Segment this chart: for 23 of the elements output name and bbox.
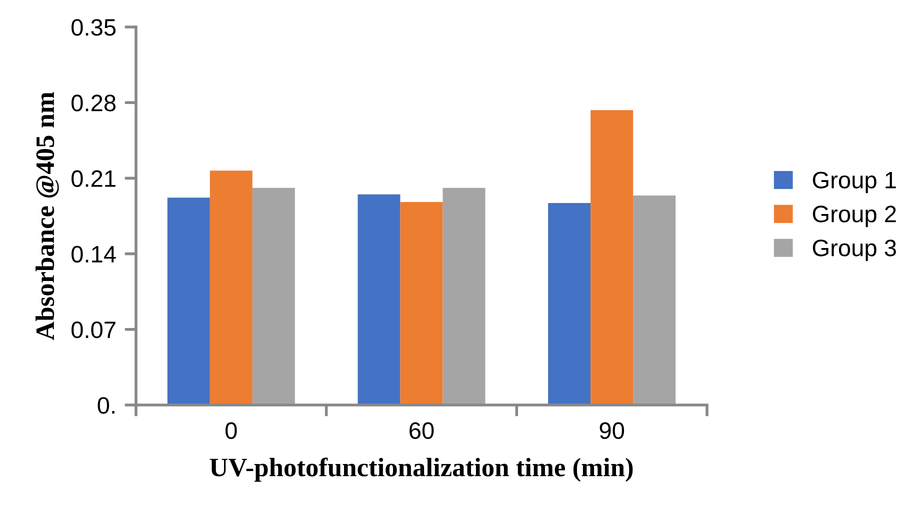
y-tick-label: 0.21 <box>72 170 116 187</box>
x-axis-title: UV-photofunctionalization time (min) <box>210 458 633 482</box>
y-tick-label: 0. <box>98 397 114 414</box>
legend-label: Group 2 <box>812 206 896 228</box>
legend-label: Group 1 <box>812 172 896 194</box>
bar <box>252 188 295 405</box>
y-tick-label: 0.28 <box>72 94 116 112</box>
bar <box>400 202 443 405</box>
bar <box>210 170 252 405</box>
legend-label: Group 3 <box>812 240 896 262</box>
bar <box>590 110 634 405</box>
bar <box>442 188 486 405</box>
y-axis-title: Absorbance @405 nm <box>36 92 59 340</box>
x-tick-label: 0 <box>226 422 237 440</box>
bar <box>358 194 400 405</box>
y-tick-label: 0.07 <box>72 321 116 338</box>
x-tick-label: 90 <box>600 422 624 440</box>
y-tick-label: 0.35 <box>72 19 116 36</box>
bar <box>548 203 591 405</box>
x-tick-label: 60 <box>410 422 434 440</box>
y-tick-label: 0.14 <box>72 246 116 263</box>
bar <box>633 195 676 405</box>
bar <box>167 198 210 405</box>
